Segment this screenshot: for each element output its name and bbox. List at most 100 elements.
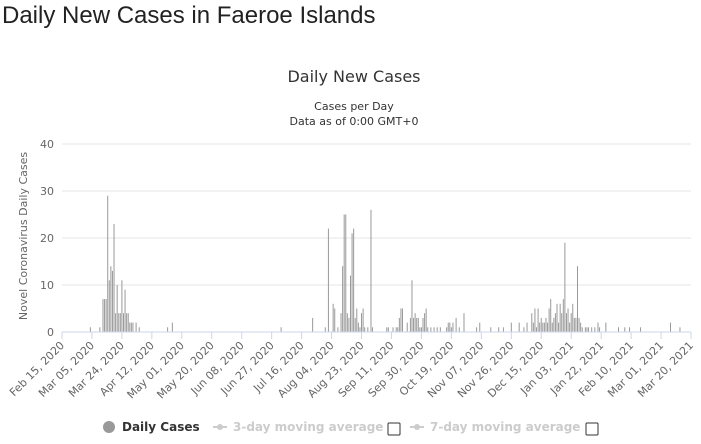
legend-marker-dot [414, 424, 420, 430]
bar-daily-cases [575, 317, 577, 332]
legend-label: Daily Cases [122, 420, 200, 434]
bar-daily-cases [361, 313, 363, 332]
bar-daily-cases [573, 317, 575, 332]
bar-daily-cases [450, 327, 452, 332]
bar-series-daily-cases [89, 195, 681, 332]
bar-daily-cases [104, 299, 106, 332]
bar-daily-cases [349, 275, 351, 332]
bar-daily-cases [580, 322, 582, 332]
bar-daily-cases [422, 317, 424, 332]
legend-checkbox[interactable] [387, 422, 401, 436]
bar-daily-cases [536, 327, 538, 332]
bar-daily-cases [679, 327, 681, 332]
bar-daily-cases [558, 322, 560, 332]
bar-daily-cases [414, 313, 416, 332]
legend-label: 3-day moving average [233, 420, 383, 434]
bar-daily-cases [337, 327, 339, 332]
bar-daily-cases [406, 322, 408, 332]
bar-daily-cases [398, 317, 400, 332]
bar-daily-cases [135, 322, 137, 332]
bar-daily-cases [111, 270, 113, 332]
bar-daily-cases [346, 313, 348, 332]
bar-daily-cases [523, 327, 525, 332]
y-tick-label: 30 [40, 185, 54, 198]
bar-daily-cases [447, 322, 449, 332]
bar-daily-cases [372, 327, 374, 332]
legend: Daily Cases 3-day moving average 7-day mov… [103, 420, 599, 436]
bar-daily-cases [367, 327, 369, 332]
y-tick-label: 40 [40, 138, 54, 151]
y-axis-ticks: 0 10 20 30 40 [40, 138, 54, 339]
bar-daily-cases [629, 327, 631, 332]
bar-daily-cases [122, 313, 124, 332]
bar-daily-cases [115, 313, 117, 332]
bar-daily-cases [116, 285, 118, 332]
bar-daily-cases [425, 308, 427, 332]
bar-daily-cases [502, 327, 504, 332]
bar-daily-cases [599, 327, 601, 332]
bar-daily-cases [577, 266, 578, 332]
bar-daily-cases [532, 322, 534, 332]
bar-daily-cases [458, 327, 460, 332]
bar-daily-cases [624, 327, 626, 332]
page-title: Daily New Cases in Faeroe Islands [2, 2, 376, 29]
bar-daily-cases [417, 317, 419, 332]
y-tick-label: 10 [40, 279, 54, 292]
bar-daily-cases [556, 303, 558, 332]
bar-daily-cases [570, 313, 572, 332]
bar-daily-cases [548, 308, 550, 332]
legend-checkbox[interactable] [585, 422, 599, 436]
bar-daily-cases [167, 327, 169, 332]
bar-daily-cases [545, 317, 547, 332]
bar-daily-cases [479, 322, 481, 332]
bar-daily-cases [342, 266, 344, 332]
chart-subtitle: Cases per Day [314, 100, 394, 113]
legend-item-7-day-average[interactable]: 7-day moving average [410, 420, 599, 436]
bar-daily-cases [510, 322, 512, 332]
bar-daily-cases [89, 327, 91, 332]
bar-daily-cases [364, 327, 366, 332]
bar-daily-cases [351, 233, 353, 332]
bar-daily-cases [581, 327, 583, 332]
bar-daily-cases [559, 303, 561, 332]
chart-subtitle-date: Data as of 0:00 GMT+0 [290, 115, 419, 128]
bar-daily-cases [356, 308, 358, 332]
bar-daily-cases [386, 327, 388, 332]
bar-daily-cases [359, 327, 361, 332]
bar-daily-cases [334, 308, 336, 332]
bar-daily-cases [597, 322, 599, 332]
bar-daily-cases [395, 327, 397, 332]
bar-daily-cases [640, 327, 642, 332]
bar-daily-cases [578, 317, 580, 332]
bar-daily-cases [124, 289, 126, 332]
legend-item-3-day-average[interactable]: 3-day moving average [213, 420, 401, 436]
bar-daily-cases [537, 308, 539, 332]
legend-item-daily-cases[interactable]: Daily Cases [103, 420, 200, 434]
bar-daily-cases [411, 280, 413, 332]
bar-daily-cases [130, 322, 132, 332]
bar-daily-cases [107, 195, 109, 332]
bar-daily-cases [387, 327, 389, 332]
bar-daily-cases [99, 327, 101, 332]
bar-daily-cases [540, 317, 542, 332]
chart-title: Daily New Cases [287, 67, 420, 86]
bar-daily-cases [105, 299, 107, 332]
bar-daily-cases [121, 280, 123, 332]
bar-daily-cases [543, 322, 545, 332]
bar-daily-cases [138, 327, 140, 332]
bar-daily-cases [348, 317, 350, 332]
bar-daily-cases [562, 299, 564, 332]
legend-label: 7-day moving average [430, 420, 580, 434]
bar-daily-cases [455, 317, 457, 332]
bar-daily-cases [449, 322, 451, 332]
bar-daily-cases [110, 266, 112, 332]
bar-daily-cases [118, 313, 120, 332]
bar-daily-cases [132, 322, 134, 332]
bar-daily-cases [343, 214, 345, 332]
bar-daily-cases [564, 242, 566, 332]
bar-daily-cases [539, 322, 541, 332]
bar-daily-cases [526, 322, 528, 332]
bar-daily-cases [340, 313, 342, 332]
bar-daily-cases [591, 327, 593, 332]
